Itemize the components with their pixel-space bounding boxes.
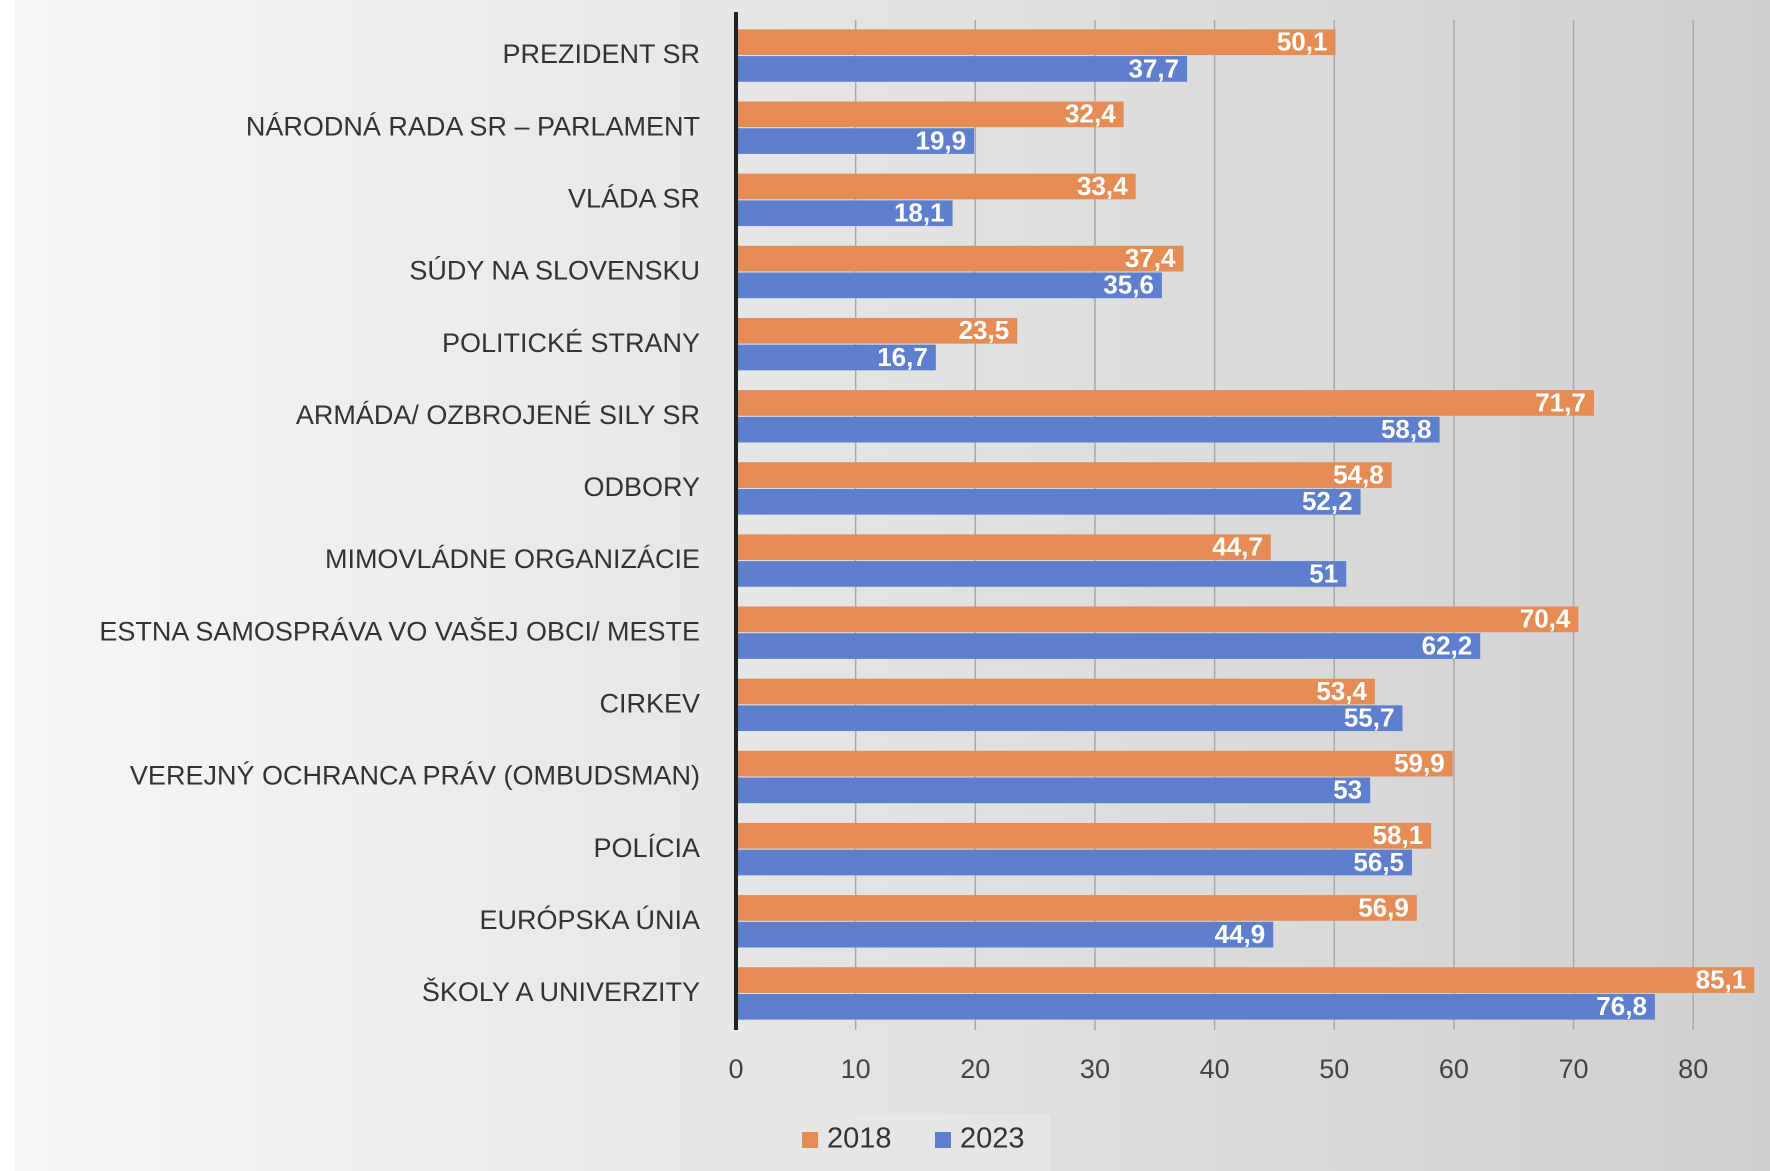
bar bbox=[736, 705, 1403, 732]
data-label: 16,7 bbox=[877, 342, 928, 372]
data-label: 44,9 bbox=[1215, 919, 1266, 949]
x-tick-label: 10 bbox=[841, 1054, 871, 1084]
category-label: MIMOVLÁDNE ORGANIZÁCIE bbox=[325, 544, 700, 574]
category-label: ARMÁDA/ OZBROJENÉ SILY SR bbox=[296, 400, 700, 430]
data-label: 52,2 bbox=[1302, 486, 1353, 516]
category-label: ODBORY bbox=[583, 472, 700, 502]
data-label: 37,7 bbox=[1128, 53, 1179, 83]
category-label: VLÁDA SR bbox=[568, 183, 700, 213]
legend-swatch bbox=[802, 1132, 818, 1148]
data-label: 23,5 bbox=[959, 315, 1010, 345]
bar bbox=[736, 993, 1655, 1020]
data-label: 51 bbox=[1309, 558, 1338, 588]
data-label: 50,1 bbox=[1277, 27, 1328, 57]
bar bbox=[736, 822, 1432, 849]
data-label: 54,8 bbox=[1333, 459, 1384, 489]
bar bbox=[736, 462, 1392, 488]
category-label: EURÓPSKA ÚNIA bbox=[479, 904, 700, 935]
data-label: 44,7 bbox=[1212, 532, 1263, 562]
bar bbox=[736, 895, 1417, 921]
data-label: 56,9 bbox=[1358, 892, 1409, 922]
bar bbox=[736, 561, 1347, 587]
x-tick-label: 30 bbox=[1080, 1054, 1110, 1084]
data-label: 55,7 bbox=[1344, 703, 1395, 733]
data-label: 59,9 bbox=[1394, 748, 1445, 778]
bar bbox=[736, 921, 1274, 948]
bar bbox=[736, 606, 1579, 633]
bar bbox=[736, 750, 1453, 777]
legend-label: 2018 bbox=[827, 1123, 892, 1155]
data-label: 33,4 bbox=[1077, 171, 1128, 201]
legend-box bbox=[773, 1114, 1051, 1171]
bar bbox=[736, 633, 1481, 659]
category-label: PREZIDENT SR bbox=[502, 39, 700, 69]
x-tick-label: 40 bbox=[1200, 1054, 1230, 1084]
category-label: CIRKEV bbox=[599, 688, 700, 718]
legend-label: 2023 bbox=[960, 1123, 1025, 1155]
bar bbox=[736, 173, 1136, 200]
bar bbox=[736, 488, 1361, 515]
data-label: 53,4 bbox=[1316, 676, 1367, 706]
data-label: 32,4 bbox=[1065, 99, 1116, 129]
bar bbox=[736, 245, 1184, 272]
bar bbox=[736, 390, 1594, 416]
bar bbox=[736, 678, 1375, 705]
x-tick-label: 20 bbox=[960, 1054, 990, 1084]
x-tick-label: 70 bbox=[1559, 1054, 1589, 1084]
x-tick-label: 80 bbox=[1678, 1054, 1708, 1084]
bar bbox=[736, 56, 1188, 82]
bar bbox=[736, 849, 1413, 876]
category-label: ŠKOLY A UNIVERZITY bbox=[422, 976, 700, 1007]
data-label: 58,8 bbox=[1381, 414, 1432, 444]
bar bbox=[736, 967, 1755, 993]
x-tick-label: 60 bbox=[1439, 1054, 1469, 1084]
category-label: POLÍCIA bbox=[593, 833, 700, 863]
category-label: NÁRODNÁ RADA SR – PARLAMENT bbox=[246, 111, 700, 141]
bar bbox=[736, 29, 1336, 56]
bar bbox=[736, 416, 1440, 443]
bar bbox=[736, 534, 1271, 561]
legend-swatch bbox=[935, 1132, 951, 1148]
data-label: 35,6 bbox=[1103, 270, 1154, 300]
category-label: VEREJNÝ OCHRANCA PRÁV (OMBUDSMAN) bbox=[130, 761, 700, 791]
bar bbox=[736, 317, 1018, 344]
data-label: 53 bbox=[1333, 775, 1362, 805]
x-tick-label: 50 bbox=[1319, 1054, 1349, 1084]
bar bbox=[736, 344, 936, 371]
bar bbox=[736, 272, 1162, 299]
data-label: 18,1 bbox=[894, 198, 945, 228]
data-label: 71,7 bbox=[1535, 387, 1586, 417]
data-label: 70,4 bbox=[1520, 604, 1571, 634]
data-label: 58,1 bbox=[1373, 820, 1424, 850]
category-label: POLITICKÉ STRANY bbox=[442, 328, 700, 358]
category-label: ESTNA SAMOSPRÁVA VO VAŠEJ OBCI/ MESTE bbox=[99, 615, 700, 646]
bar bbox=[736, 200, 953, 227]
data-label: 56,5 bbox=[1353, 847, 1404, 877]
data-label: 76,8 bbox=[1596, 991, 1647, 1021]
data-label: 62,2 bbox=[1422, 630, 1473, 660]
category-label: SÚDY NA SLOVENSKU bbox=[409, 255, 700, 286]
x-tick-label: 0 bbox=[728, 1054, 743, 1084]
bar bbox=[736, 128, 975, 154]
data-label: 85,1 bbox=[1696, 964, 1747, 994]
bar bbox=[736, 101, 1124, 128]
data-label: 37,4 bbox=[1125, 243, 1176, 273]
bar bbox=[736, 777, 1371, 804]
data-label: 19,9 bbox=[915, 125, 966, 155]
